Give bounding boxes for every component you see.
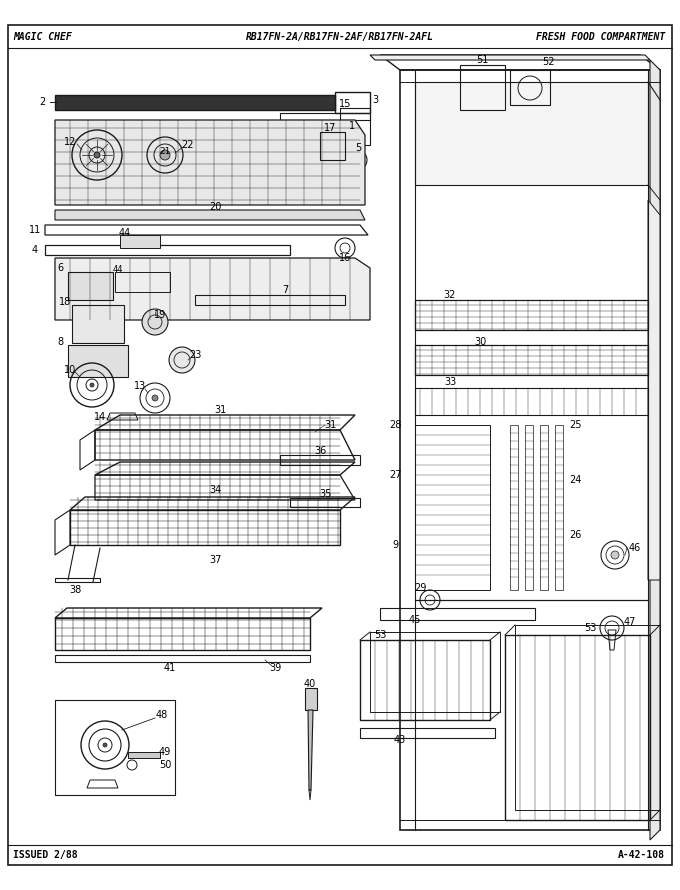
Text: 2: 2	[39, 97, 45, 107]
Bar	[68, 345, 128, 377]
Text: 44: 44	[113, 265, 123, 274]
Text: 16: 16	[339, 253, 351, 263]
Text: 17: 17	[324, 123, 336, 133]
Polygon shape	[415, 82, 648, 185]
Polygon shape	[370, 55, 650, 60]
Text: 49: 49	[159, 747, 171, 757]
Text: 3: 3	[372, 95, 378, 105]
Text: FRESH FOOD COMPARTMENT: FRESH FOOD COMPARTMENT	[536, 32, 665, 42]
Bar	[68, 272, 113, 300]
Bar	[55, 700, 175, 795]
Text: 23: 23	[189, 350, 201, 360]
Bar	[305, 688, 317, 710]
Text: 8: 8	[57, 337, 63, 347]
Text: 1: 1	[349, 121, 355, 131]
Text: ISSUED 2/88: ISSUED 2/88	[13, 850, 78, 860]
Text: 27: 27	[389, 470, 401, 480]
Circle shape	[152, 395, 158, 401]
Polygon shape	[650, 60, 660, 840]
Text: 47: 47	[624, 617, 636, 627]
Bar	[380, 608, 535, 620]
Text: 50: 50	[159, 760, 171, 770]
Text: RB17FN-2A/RB17FN-2AF/RB17FN-2AFL: RB17FN-2A/RB17FN-2AF/RB17FN-2AFL	[246, 32, 434, 42]
Polygon shape	[648, 200, 660, 580]
Bar	[115, 272, 170, 292]
Text: 7: 7	[282, 285, 288, 295]
Bar	[72, 305, 124, 343]
Text: 52: 52	[542, 57, 554, 67]
Text: A-42-108: A-42-108	[618, 850, 665, 860]
Text: 31: 31	[324, 420, 336, 430]
Text: 12: 12	[64, 137, 76, 147]
Text: 22: 22	[182, 140, 194, 150]
Text: 33: 33	[444, 377, 456, 387]
Text: 40: 40	[304, 679, 316, 689]
Text: 32: 32	[444, 290, 456, 300]
Polygon shape	[128, 752, 160, 758]
Bar	[360, 728, 495, 738]
Text: 14: 14	[94, 412, 106, 422]
Text: 38: 38	[69, 585, 81, 595]
Text: 26: 26	[568, 530, 581, 540]
Text: 25: 25	[568, 420, 581, 430]
Text: 31: 31	[214, 405, 226, 415]
Polygon shape	[308, 710, 313, 790]
Text: 34: 34	[209, 485, 221, 495]
Polygon shape	[55, 95, 335, 110]
Text: 35: 35	[319, 489, 331, 499]
Text: 15: 15	[339, 99, 351, 109]
Text: 53: 53	[374, 630, 386, 640]
Text: 24: 24	[568, 475, 581, 485]
Text: 53: 53	[584, 623, 596, 633]
Polygon shape	[120, 235, 160, 248]
Text: 20: 20	[209, 202, 221, 212]
Text: 9: 9	[392, 540, 398, 550]
Text: 41: 41	[164, 663, 176, 673]
Text: 13: 13	[134, 381, 146, 391]
Text: 51: 51	[476, 55, 488, 65]
Text: 37: 37	[209, 555, 221, 565]
Text: 5: 5	[355, 143, 361, 153]
Circle shape	[90, 383, 94, 387]
Circle shape	[94, 152, 100, 158]
Text: 10: 10	[64, 365, 76, 375]
Text: 11: 11	[29, 225, 41, 235]
Text: 6: 6	[57, 263, 63, 273]
Circle shape	[169, 347, 195, 373]
Circle shape	[160, 150, 170, 160]
Text: 48: 48	[156, 710, 168, 720]
Text: 21: 21	[159, 148, 171, 157]
Circle shape	[142, 309, 168, 335]
Text: MAGIC CHEF: MAGIC CHEF	[13, 32, 72, 42]
Text: 46: 46	[629, 543, 641, 553]
Text: 18: 18	[59, 297, 71, 307]
Text: 29: 29	[414, 583, 426, 593]
Text: 43: 43	[394, 735, 406, 745]
Text: 28: 28	[389, 420, 401, 430]
Text: 30: 30	[474, 337, 486, 347]
Text: 19: 19	[154, 310, 166, 320]
Text: 44: 44	[119, 228, 131, 238]
Text: 45: 45	[409, 615, 421, 625]
Polygon shape	[55, 120, 365, 205]
Text: 39: 39	[269, 663, 281, 673]
Circle shape	[611, 551, 619, 559]
Polygon shape	[55, 258, 370, 320]
Polygon shape	[55, 210, 365, 220]
Text: 36: 36	[314, 446, 326, 456]
Circle shape	[103, 743, 107, 747]
Text: 4: 4	[32, 245, 38, 255]
